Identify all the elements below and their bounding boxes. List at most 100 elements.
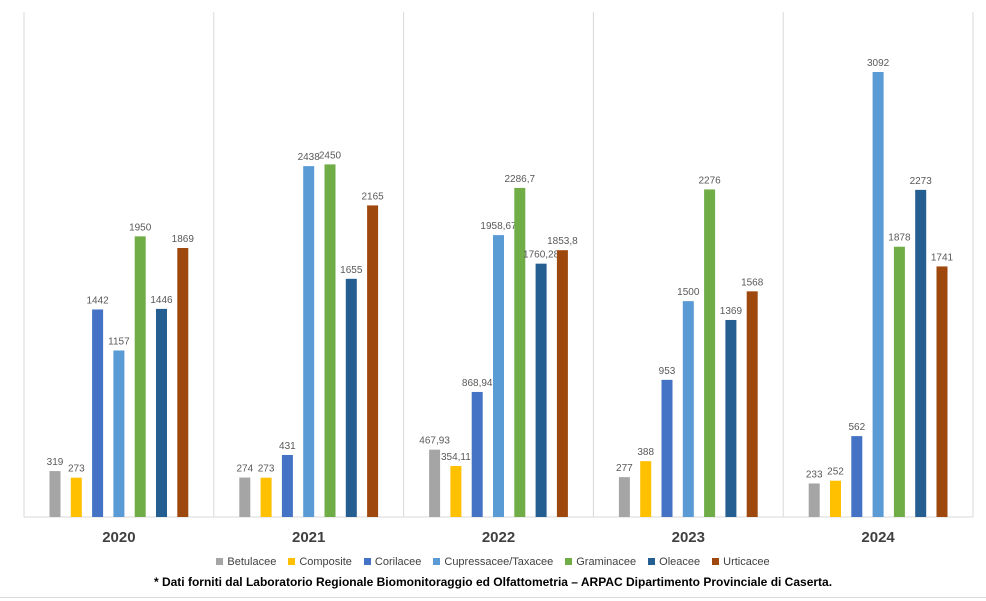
- bar-cupressacee-taxacee-2024: [872, 72, 884, 517]
- bar-composite-2021: [260, 477, 272, 517]
- legend-item: Composite: [288, 556, 352, 568]
- data-label: 1568: [741, 277, 764, 288]
- data-label: 319: [47, 457, 64, 468]
- data-label: 2165: [361, 191, 384, 202]
- bar-betulacee-2021: [239, 477, 251, 517]
- bar-oleacee-2023: [725, 319, 737, 517]
- data-label: 1760,28: [523, 250, 560, 261]
- category-label-2024: 2024: [861, 529, 895, 546]
- data-label: 388: [637, 447, 654, 458]
- bar-graminacee-2024: [893, 246, 905, 517]
- bar-composite-2022: [450, 466, 462, 517]
- data-label: 1442: [86, 295, 109, 306]
- bar-betulacee-2020: [49, 471, 61, 517]
- data-label: 1446: [150, 295, 173, 306]
- legend-swatch: [648, 558, 656, 565]
- data-label: 233: [806, 469, 823, 480]
- legend-swatch: [565, 558, 573, 565]
- bar-corilacee-2024: [851, 436, 863, 517]
- bottom-divider: [0, 597, 986, 601]
- legend-label: Corilacee: [374, 556, 422, 568]
- bar-betulacee-2024: [808, 483, 820, 517]
- bar-urticacee-2024: [936, 266, 948, 517]
- bar-corilacee-2023: [661, 379, 673, 517]
- footnote: * Dati forniti dal Laboratorio Regionale…: [153, 575, 833, 589]
- legend-item: Corilacee: [363, 556, 422, 568]
- data-label: 354,11: [441, 452, 471, 463]
- category-label-2022: 2022: [482, 529, 515, 546]
- bar-oleacee-2022: [535, 263, 547, 517]
- bar-cupressacee-taxacee-2022: [493, 235, 504, 517]
- bar-corilacee-2020: [92, 309, 104, 517]
- bar-oleacee-2021: [345, 278, 357, 517]
- data-label: 273: [68, 464, 85, 475]
- bar-composite-2020: [70, 477, 82, 517]
- bar-oleacee-2020: [156, 308, 167, 517]
- data-label: 2273: [910, 176, 933, 187]
- bar-chart: 319 273 1442 1157 1950 1446 1869 2020 274 273 431 2…: [23, 12, 974, 546]
- category-label-2023: 2023: [672, 529, 705, 546]
- legend-item: Graminacee: [565, 556, 636, 568]
- data-label: 1869: [172, 234, 195, 245]
- bar-corilacee-2022: [471, 391, 483, 517]
- legend-label: Urticacee: [723, 556, 770, 568]
- data-label: 562: [848, 422, 865, 433]
- bar-graminacee-2022: [514, 187, 526, 517]
- bar-graminacee-2023: [704, 189, 716, 518]
- bar-betulacee-2022: [429, 449, 441, 517]
- data-label: 274: [236, 464, 253, 475]
- legend-label: Cupressacee/Taxacee: [444, 556, 554, 568]
- bar-cupressacee-taxacee-2023: [682, 301, 694, 517]
- data-label: 252: [827, 467, 844, 478]
- legend-label: Oleacee: [659, 556, 701, 568]
- data-label: 2276: [698, 175, 721, 186]
- data-label: 1655: [340, 265, 363, 276]
- bar-graminacee-2021: [324, 164, 336, 518]
- data-label: 868,94: [462, 378, 493, 389]
- data-label: 431: [279, 441, 296, 452]
- legend-label: Graminacee: [576, 556, 637, 568]
- bar-cupressacee-taxacee-2021: [303, 166, 315, 518]
- bar-graminacee-2020: [134, 236, 146, 518]
- bar-urticacee-2023: [746, 291, 758, 517]
- legend-swatch: [288, 558, 296, 565]
- data-label: 277: [616, 463, 633, 474]
- legend-item: Cupressacee/Taxacee: [433, 556, 553, 568]
- legend-swatch: [712, 558, 720, 565]
- legend-label: Composite: [299, 556, 352, 568]
- data-label: 273: [258, 464, 275, 475]
- category-label-2021: 2021: [292, 529, 325, 546]
- data-label: 2450: [319, 150, 342, 161]
- data-label: 1741: [931, 252, 954, 263]
- legend-label: Betulacee: [227, 556, 277, 568]
- legend-item: Urticacee: [712, 556, 770, 568]
- category-label-2020: 2020: [102, 529, 135, 546]
- data-label: 2438: [298, 152, 321, 163]
- bar-corilacee-2021: [281, 454, 293, 517]
- data-label: 1950: [129, 222, 152, 233]
- data-label: 3092: [867, 58, 890, 69]
- data-label: 1853,8: [547, 236, 578, 247]
- data-label: 467,93: [419, 436, 450, 447]
- bar-urticacee-2020: [177, 248, 189, 517]
- bar-composite-2024: [830, 480, 841, 517]
- bar-composite-2023: [640, 461, 652, 517]
- data-label: 1958,67: [480, 221, 517, 232]
- data-label: 1878: [888, 233, 911, 244]
- legend-swatch: [216, 558, 224, 565]
- legend-swatch: [363, 558, 371, 565]
- bar-urticacee-2022: [556, 250, 568, 518]
- legend-item: Oleacee: [648, 556, 700, 568]
- legend-swatch: [433, 558, 441, 565]
- bar-betulacee-2023: [618, 477, 630, 517]
- data-label: 1500: [677, 287, 700, 298]
- data-label: 1369: [720, 306, 743, 317]
- data-label: 1157: [108, 336, 130, 347]
- legend-item: Betulacee: [216, 556, 276, 568]
- bar-oleacee-2024: [915, 189, 927, 518]
- chart-legend: Betulacee Composite Corilacee Cupressacee/T…: [0, 556, 986, 568]
- bar-cupressacee-taxacee-2020: [113, 350, 125, 517]
- bar-urticacee-2021: [367, 205, 379, 518]
- data-label: 953: [659, 366, 676, 377]
- data-label: 2286,7: [505, 174, 536, 185]
